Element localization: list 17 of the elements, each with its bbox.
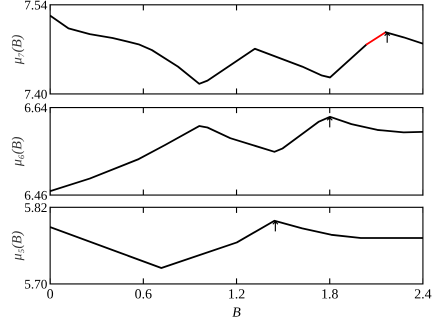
x-tick-label: 1.8: [322, 289, 338, 299]
y-axis-title: μ₅(B): [12, 231, 24, 260]
annotation: ↑: [384, 32, 390, 43]
x-tick-label: 1.2: [229, 289, 244, 299]
x-tick-label: 2.4: [414, 289, 432, 299]
annotation: ↑: [326, 117, 333, 128]
y-tick-label: 7.40: [25, 90, 47, 99]
y-tick-label: 7.54: [25, 0, 48, 10]
x-tick-label: 0: [47, 289, 54, 299]
y-axis-title: μ₆(B): [12, 136, 24, 166]
y-tick-label: 5.82: [25, 203, 47, 212]
y-tick-label: 6.64: [24, 103, 48, 112]
y-tick-label: 5.70: [25, 280, 47, 289]
x-axis-title: B: [232, 307, 240, 317]
y-axis-title: μ₇(B): [12, 35, 24, 64]
y-tick-label: 6.46: [24, 190, 47, 200]
x-tick-label: 0.6: [135, 289, 152, 299]
